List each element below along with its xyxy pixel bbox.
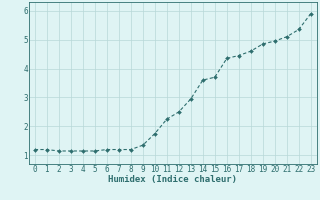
X-axis label: Humidex (Indice chaleur): Humidex (Indice chaleur) xyxy=(108,175,237,184)
